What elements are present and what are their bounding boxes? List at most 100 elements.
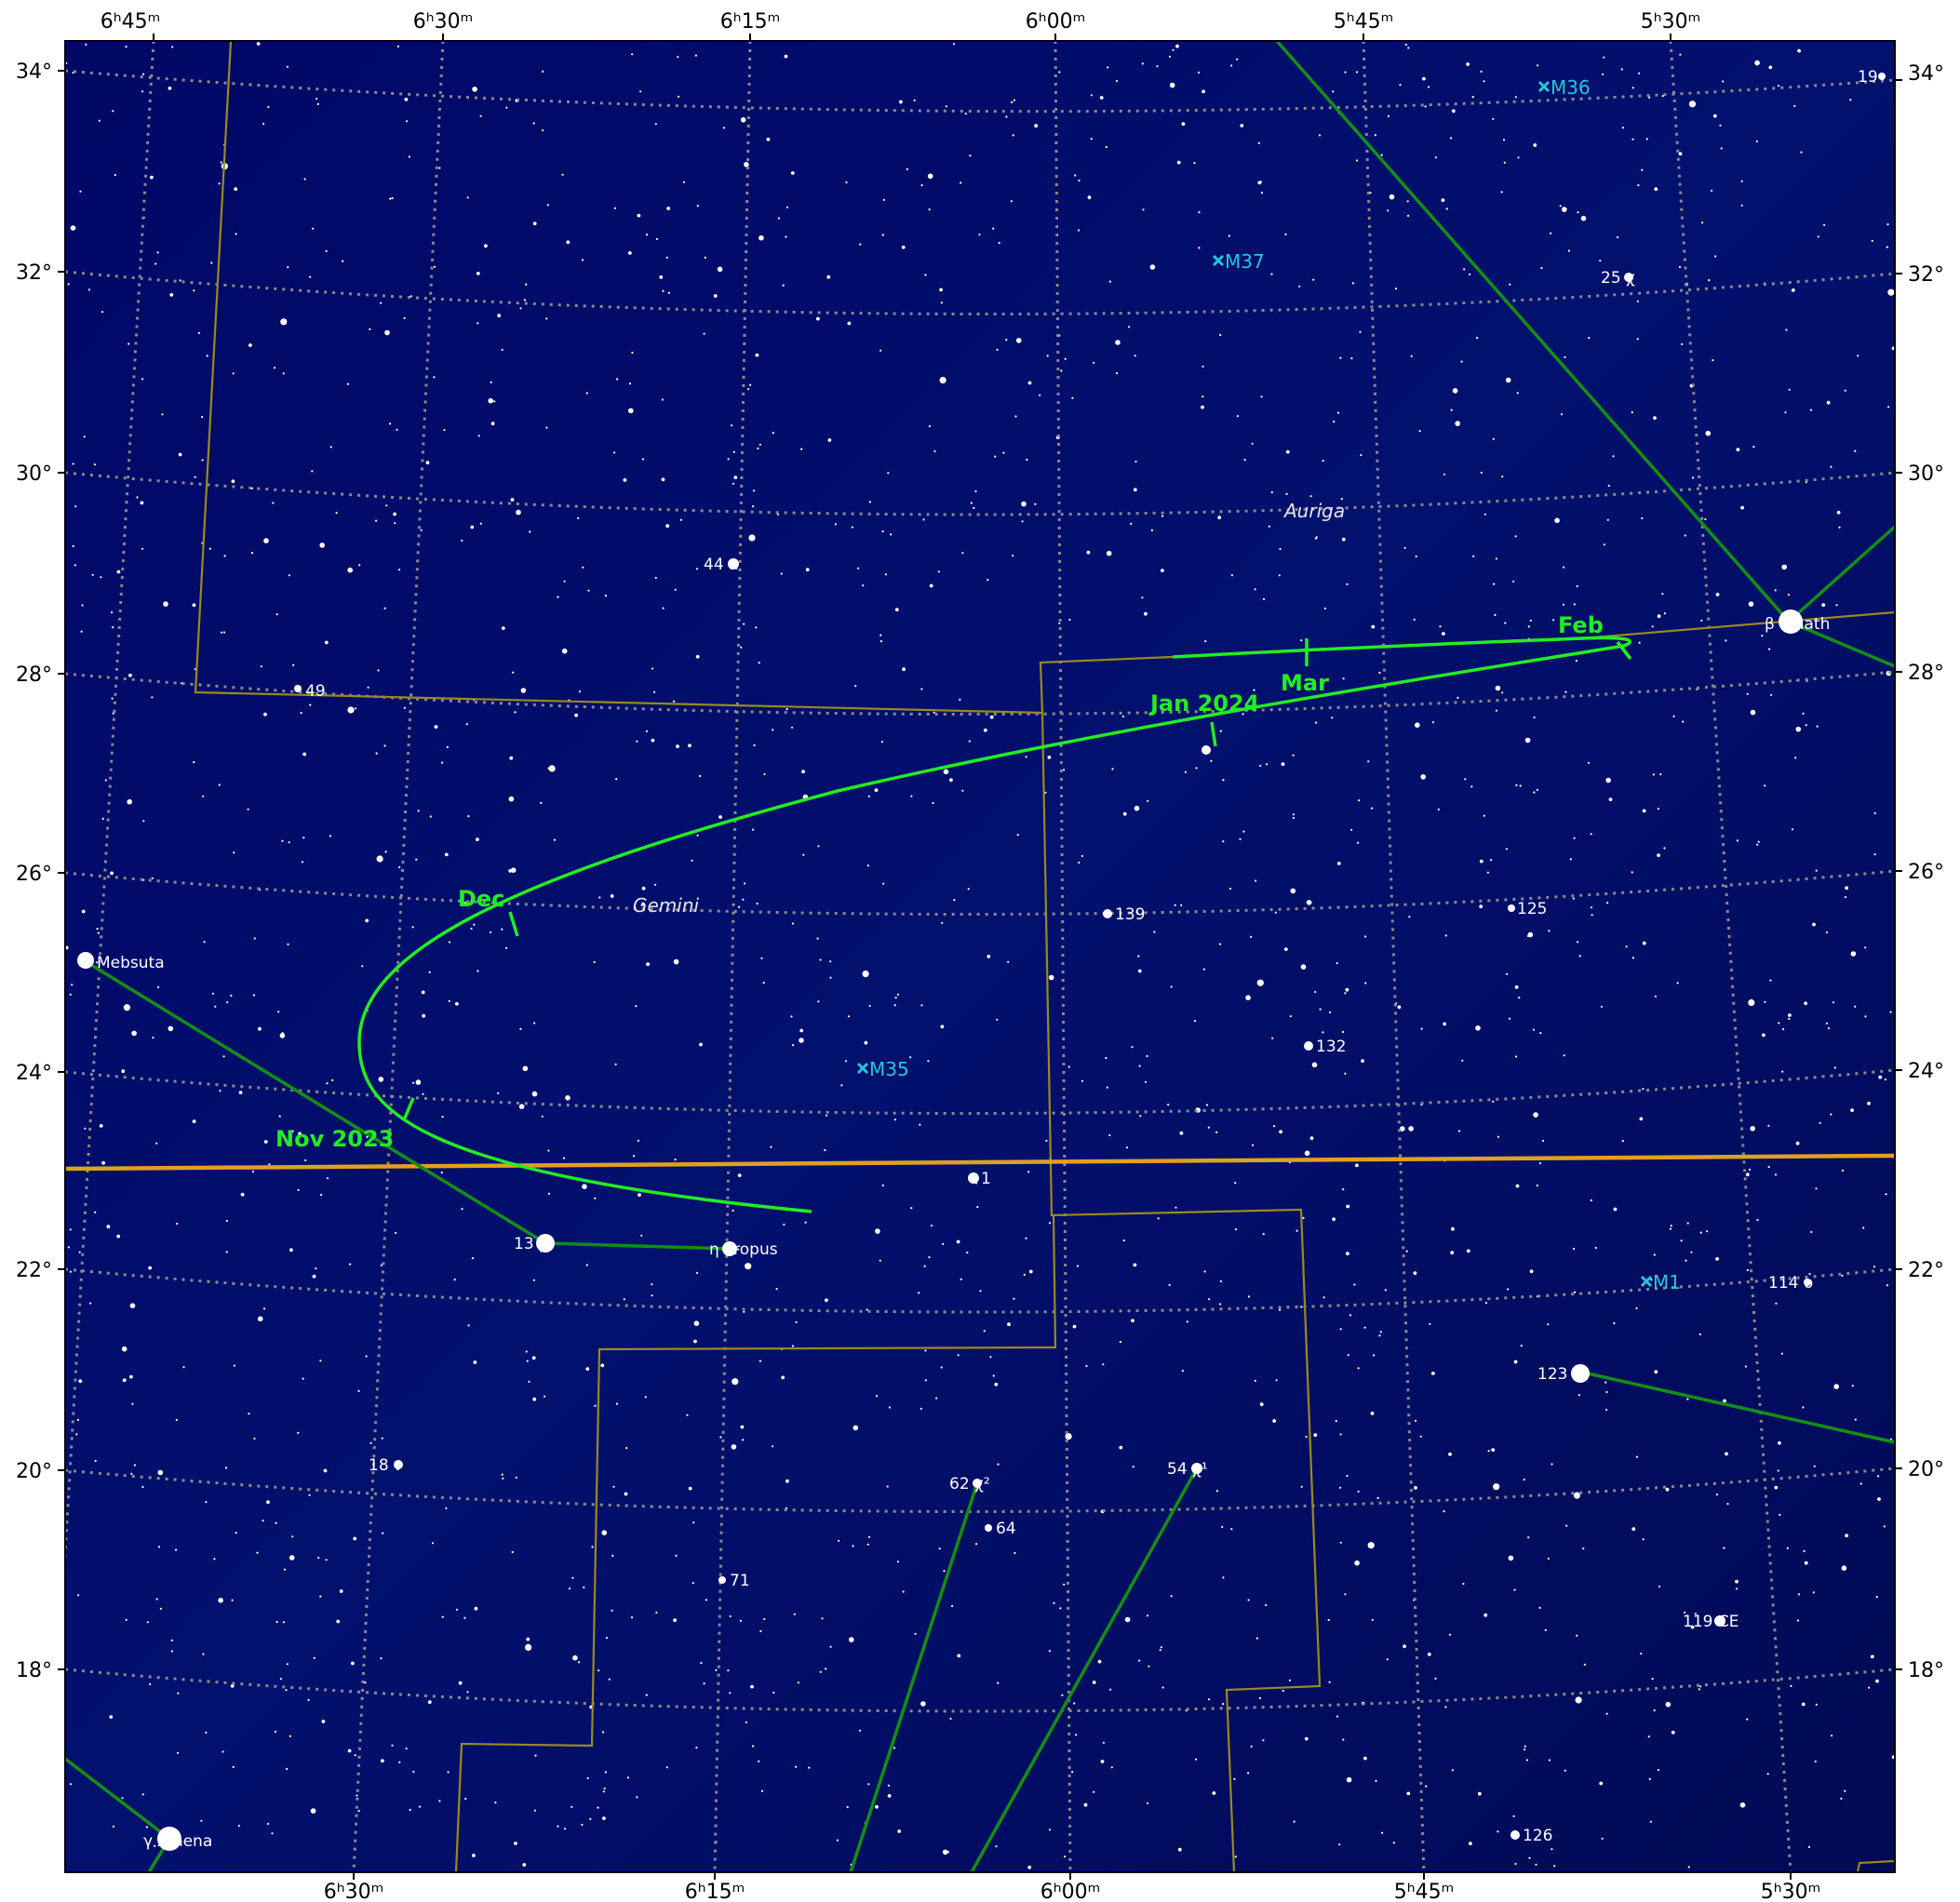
field-star [1355, 1163, 1359, 1168]
field-star [288, 574, 290, 577]
field-star [1346, 583, 1349, 586]
field-star [593, 960, 596, 964]
field-star [1198, 211, 1201, 214]
field-star [1252, 1144, 1255, 1146]
path-label-jan-2024: Jan 2024 [1148, 690, 1259, 717]
field-star [1234, 1228, 1237, 1231]
field-star [1319, 1008, 1322, 1011]
field-star [1425, 1785, 1428, 1788]
field-star [737, 1173, 742, 1177]
field-star [101, 311, 104, 314]
field-star [112, 110, 114, 113]
axis-ticks [58, 33, 1902, 1880]
field-star [1007, 1322, 1011, 1327]
field-star [193, 289, 195, 292]
star-label-25-chi: 25 χ [1601, 269, 1635, 288]
field-star [369, 1441, 372, 1444]
field-star [868, 501, 872, 503]
plot-frame [64, 40, 1896, 1873]
field-star [819, 1670, 822, 1673]
field-star [1048, 1650, 1051, 1653]
field-star [1134, 805, 1140, 811]
field-star [175, 1418, 178, 1421]
field-star [655, 1611, 658, 1614]
field-star [758, 234, 764, 241]
field-star [1671, 1730, 1675, 1735]
field-star [1746, 692, 1749, 695]
field-star [699, 1042, 703, 1047]
boundary-gemini-taurus [1040, 712, 1322, 1872]
star-54-chi1 [1191, 1463, 1202, 1474]
field-star [77, 1594, 80, 1597]
field-star [141, 90, 144, 93]
field-star [804, 1221, 807, 1224]
field-star [1148, 1665, 1150, 1668]
field-star [1295, 1229, 1298, 1232]
field-star [1077, 229, 1081, 232]
field-star [790, 171, 795, 175]
field-star [515, 1476, 517, 1479]
field-star [879, 349, 882, 352]
asterism-elnath-right-up [1787, 525, 1895, 623]
field-star [1403, 546, 1406, 549]
field-star [1782, 1027, 1785, 1031]
field-star [626, 1776, 630, 1779]
star-132 [1304, 1041, 1313, 1051]
field-star [673, 700, 676, 703]
field-star [151, 877, 154, 879]
field-star [636, 1796, 638, 1799]
field-star [178, 452, 182, 457]
field-star [1336, 411, 1340, 414]
field-star [1371, 624, 1376, 629]
field-star [1078, 861, 1081, 864]
ecliptic-line [65, 1153, 1895, 1172]
field-star [464, 1797, 467, 1801]
field-star [939, 377, 946, 384]
dso-labels: M36 M37 M35 M1 [869, 76, 1681, 1293]
field-star [1005, 115, 1008, 118]
field-star [1587, 761, 1591, 764]
field-star [729, 1692, 732, 1694]
field-star [297, 1431, 300, 1434]
field-star [131, 1030, 137, 1037]
field-star [1833, 1066, 1836, 1069]
field-star [141, 378, 144, 381]
field-star [602, 1731, 605, 1734]
star-139 [1103, 909, 1112, 918]
field-star [1524, 737, 1531, 743]
field-star [1138, 1659, 1141, 1662]
field-star [703, 1682, 705, 1685]
field-star [1150, 529, 1153, 532]
field-star [1878, 1075, 1883, 1079]
field-star [1048, 1222, 1052, 1225]
field-star [422, 1092, 424, 1095]
field-star [301, 861, 304, 864]
field-star [1746, 1268, 1749, 1272]
field-star [1513, 1360, 1518, 1364]
field-star [1341, 537, 1346, 542]
field-star [260, 665, 262, 668]
star-label-1: 1 [981, 1170, 991, 1188]
field-star [1247, 1599, 1250, 1601]
field-star [1517, 156, 1520, 159]
field-star [224, 1467, 228, 1469]
field-star [1215, 1490, 1219, 1493]
field-star [1125, 1146, 1129, 1149]
field-star [1222, 1576, 1225, 1579]
field-star [128, 673, 132, 677]
field-star [1544, 1628, 1547, 1631]
field-star [1536, 788, 1538, 792]
field-star [1346, 1776, 1352, 1783]
field-star [1457, 1130, 1461, 1132]
field-star [353, 1536, 357, 1541]
path-tick-jan [1210, 721, 1217, 747]
field-star [943, 769, 949, 775]
field-star [758, 1760, 760, 1762]
field-star [194, 476, 196, 478]
field-star [1642, 809, 1646, 813]
field-star [1281, 762, 1285, 767]
field-star [1346, 1204, 1350, 1209]
field-star [882, 198, 886, 201]
field-star [1090, 138, 1093, 141]
field-star [525, 283, 528, 286]
